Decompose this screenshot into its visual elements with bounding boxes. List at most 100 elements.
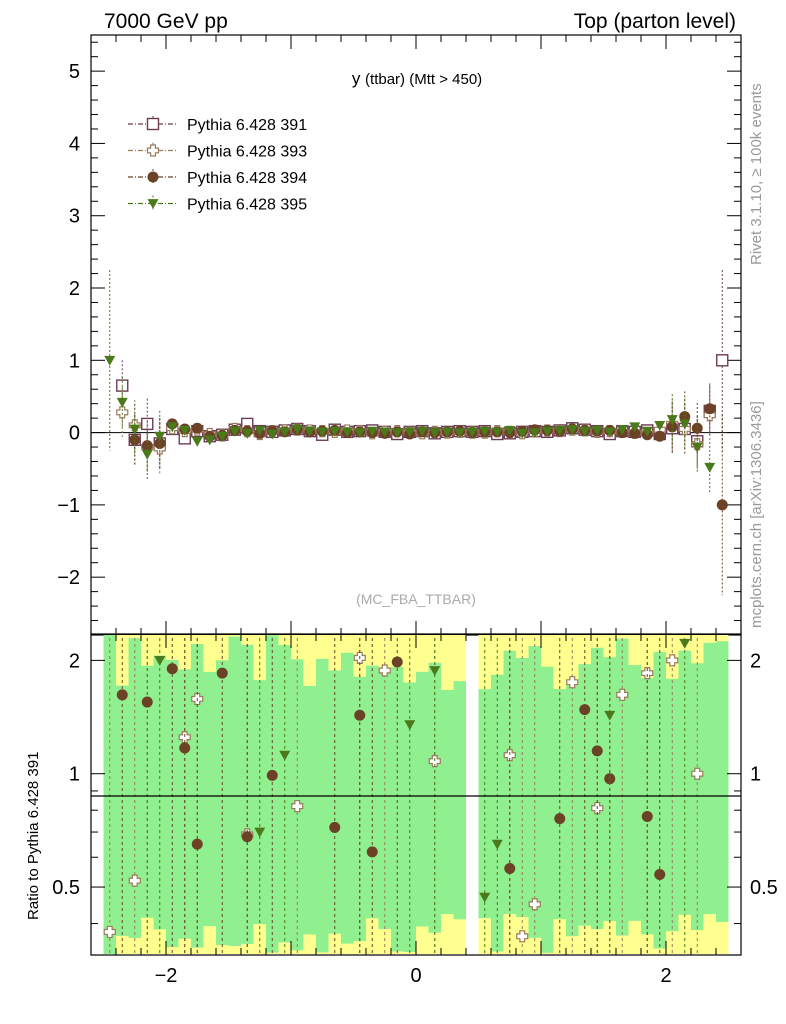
data-point bbox=[241, 428, 253, 439]
data-point bbox=[504, 426, 516, 436]
uncertainty-band-inner bbox=[516, 657, 529, 917]
ratio-point bbox=[528, 898, 541, 911]
data-point bbox=[491, 427, 503, 438]
uncertainty-band-inner bbox=[266, 635, 279, 953]
data-point bbox=[554, 426, 566, 436]
watermark: (MC_FBA_TTBAR) bbox=[356, 591, 476, 607]
y-tick-label: 3 bbox=[69, 206, 80, 228]
legend-label: Pythia 6.428 391 bbox=[187, 117, 307, 134]
data-point bbox=[641, 426, 653, 437]
data-point bbox=[304, 426, 316, 437]
uncertainty-band-inner bbox=[566, 685, 579, 937]
data-point bbox=[704, 462, 716, 473]
legend-marker bbox=[146, 117, 160, 131]
uncertainty-band-inner bbox=[416, 671, 429, 927]
ratio-point bbox=[291, 800, 304, 813]
ratio-y-tick-label-right: 1 bbox=[750, 764, 761, 786]
data-point bbox=[329, 426, 341, 437]
data-point bbox=[591, 426, 603, 436]
uncertainty-band-inner bbox=[628, 665, 641, 921]
data-point bbox=[254, 426, 266, 436]
data-point bbox=[454, 428, 466, 439]
uncertainty-band-inner bbox=[553, 688, 566, 920]
data-point bbox=[691, 442, 703, 453]
ratio-point bbox=[366, 846, 378, 858]
ratio-point bbox=[154, 655, 166, 666]
ratio-point bbox=[279, 750, 291, 761]
ratio-point bbox=[429, 666, 441, 676]
ratio-point bbox=[503, 749, 516, 762]
uncertainty-band-inner bbox=[541, 666, 554, 953]
data-point bbox=[716, 499, 728, 511]
main-title: y (ttbar) (Mtt > 450) bbox=[352, 69, 482, 88]
ratio-y-tick-label-right: 0.5 bbox=[750, 877, 778, 899]
ratio-point bbox=[679, 638, 691, 649]
data-point bbox=[266, 429, 278, 440]
data-point bbox=[416, 426, 428, 437]
ratio-point bbox=[178, 731, 191, 744]
ratio-point bbox=[641, 810, 653, 822]
data-point bbox=[604, 427, 616, 438]
data-point bbox=[516, 428, 528, 439]
ratio-point bbox=[391, 656, 403, 668]
uncertainty-band-inner bbox=[528, 646, 541, 938]
legend-marker bbox=[147, 171, 159, 183]
data-point bbox=[354, 428, 366, 439]
data-point bbox=[429, 428, 441, 439]
ratio-point bbox=[516, 930, 529, 943]
ratio-point bbox=[654, 868, 666, 880]
uncertainty-band-inner bbox=[453, 681, 466, 920]
ratio-y-tick-label: 2 bbox=[69, 650, 80, 672]
data-point bbox=[116, 397, 128, 408]
main-panel: y (ttbar) (Mtt > 450) (MC_FBA_TTBAR) −2 −… bbox=[57, 34, 742, 636]
uncertainty-band-inner bbox=[428, 662, 441, 933]
ratio-y-tick-label: 1 bbox=[69, 764, 80, 786]
data-point bbox=[579, 426, 591, 437]
ratio-point bbox=[566, 676, 579, 689]
data-point bbox=[629, 427, 641, 439]
ratio-point bbox=[428, 755, 441, 768]
data-point bbox=[541, 426, 553, 437]
legend-label: Pythia 6.428 393 bbox=[187, 144, 307, 161]
data-point bbox=[316, 427, 328, 438]
series-4 bbox=[104, 269, 716, 493]
data-point bbox=[654, 430, 666, 442]
uncertainty-band-inner bbox=[303, 685, 316, 935]
uncertainty-band-inner bbox=[403, 682, 416, 953]
ratio-point bbox=[241, 831, 253, 843]
data-point bbox=[716, 354, 729, 367]
uncertainty-band-inner bbox=[116, 685, 129, 936]
ratio-point bbox=[604, 710, 616, 721]
series-3 bbox=[129, 383, 728, 596]
ratio-point bbox=[128, 874, 141, 887]
data-point bbox=[191, 422, 203, 434]
y-tick-label: 4 bbox=[69, 133, 80, 155]
data-point bbox=[629, 422, 641, 433]
ratio-point bbox=[691, 767, 704, 780]
header-left: 7000 GeV pp bbox=[104, 10, 228, 33]
y-tick-label: 0 bbox=[69, 423, 80, 445]
data-point bbox=[566, 425, 578, 436]
ratio-point bbox=[103, 925, 116, 939]
ratio-y-tick-label: 0.5 bbox=[52, 877, 80, 899]
uncertainty-band-inner bbox=[391, 666, 404, 952]
data-point bbox=[366, 426, 378, 437]
uncertainty-band-inner bbox=[716, 641, 729, 922]
ratio-point bbox=[191, 838, 203, 850]
data-point bbox=[116, 406, 129, 419]
data-point bbox=[129, 424, 141, 435]
ratio-point bbox=[404, 720, 416, 731]
uncertainty-band-inner bbox=[278, 645, 291, 943]
data-point bbox=[104, 355, 116, 366]
data-point bbox=[529, 428, 541, 439]
uncertainty-band-inner bbox=[341, 652, 354, 944]
x-tick-label: 0 bbox=[410, 965, 421, 987]
ratio-point bbox=[591, 745, 603, 757]
y-tick-label: −1 bbox=[57, 495, 80, 517]
ratio-point bbox=[141, 696, 153, 708]
uncertainty-band-inner bbox=[666, 678, 679, 932]
data-point bbox=[616, 425, 628, 436]
data-point bbox=[204, 435, 216, 446]
data-point bbox=[279, 427, 291, 438]
